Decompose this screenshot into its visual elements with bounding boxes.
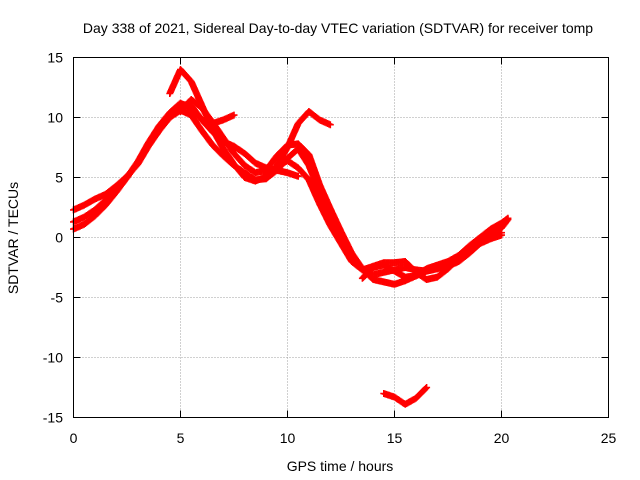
series-track-1	[70, 100, 302, 214]
y-tick-label: 5	[55, 170, 63, 186]
chart-title: Day 338 of 2021, Sidereal Day-to-day VTE…	[83, 20, 593, 36]
y-tick-label: -5	[51, 290, 64, 306]
series-track-4	[166, 66, 512, 283]
x-tick-label: 5	[177, 430, 185, 446]
x-axis-label: GPS time / hours	[287, 458, 394, 474]
data-points	[70, 66, 512, 408]
data-point	[504, 214, 512, 222]
data-point	[498, 231, 505, 239]
y-tick-label: 0	[55, 230, 63, 246]
y-tick-label: 15	[47, 50, 63, 66]
x-tick-label: 15	[387, 430, 403, 446]
data-point	[230, 111, 238, 119]
series-track-7	[358, 214, 512, 282]
y-tick-label: 10	[47, 110, 63, 126]
x-tick-label: 20	[494, 430, 510, 446]
axes: 0 5 10 15 20 25 15 10 5 0 -5 -10 -15	[43, 50, 617, 447]
x-tick-label: 10	[280, 430, 296, 446]
y-tick-label: -10	[43, 350, 63, 366]
x-tick-label: 0	[70, 430, 78, 446]
data-point	[423, 384, 431, 391]
series-track-5	[177, 96, 505, 288]
data-point	[294, 172, 302, 180]
data-point-sample	[422, 384, 430, 392]
x-tick-label: 25	[601, 430, 617, 446]
series-track-6	[273, 108, 334, 169]
data-point	[326, 121, 334, 129]
series-track-8	[380, 384, 431, 408]
y-axis-label: SDTVAR / TECUs	[5, 182, 21, 294]
y-tick-label: -15	[43, 410, 63, 426]
